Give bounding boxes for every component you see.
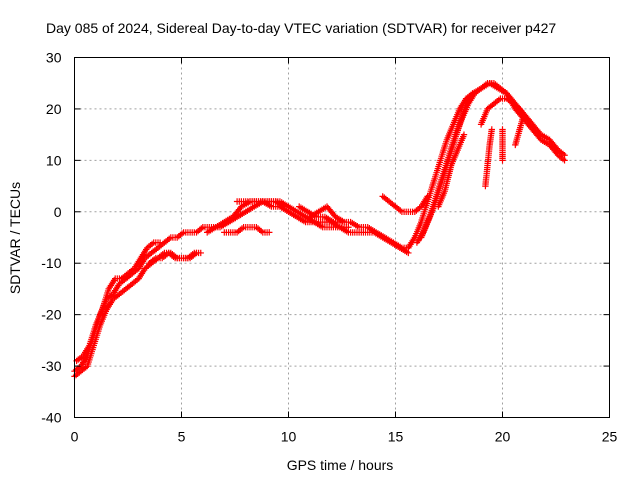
y-tick-label: 0	[54, 204, 62, 220]
axis-ticks: 0 5 10 15 20 25 -40 -30 -20 -10 0 10 20 30	[41, 50, 617, 445]
y-tick-label: 20	[46, 101, 62, 117]
series-track-i	[296, 203, 412, 251]
series-track-q	[482, 126, 495, 190]
series-track-r	[499, 126, 506, 164]
series-track-n	[418, 90, 476, 241]
y-tick-label: -40	[41, 410, 61, 426]
x-tick-label: 15	[388, 429, 404, 445]
x-axis-label: GPS time / hours	[287, 457, 394, 473]
data-point-markers	[73, 239, 164, 365]
y-tick-label: 10	[46, 152, 62, 168]
x-tick-label: 0	[71, 429, 79, 445]
data-point-markers	[418, 90, 476, 241]
data-point-markers	[499, 126, 506, 164]
data-point-markers	[221, 224, 273, 236]
series-track-c	[73, 239, 164, 365]
data-marks	[71, 80, 568, 380]
series-track-e	[199, 198, 412, 257]
data-point-markers	[306, 203, 348, 226]
grid	[74, 57, 610, 418]
x-tick-label: 25	[602, 429, 618, 445]
y-tick-label: -30	[41, 358, 61, 374]
series-track-o	[435, 131, 468, 210]
series-track-g	[221, 224, 273, 236]
y-axis-label: SDTVAR / TECUs	[7, 182, 23, 294]
series-track-h	[233, 198, 352, 231]
series-track-j	[306, 203, 348, 226]
chart-title: Day 085 of 2024, Sidereal Day-to-day VTE…	[46, 20, 556, 36]
series-track-s	[512, 110, 528, 149]
x-tick-label: 10	[281, 429, 297, 445]
x-tick-label: 5	[178, 429, 186, 445]
plot-frame	[74, 57, 610, 418]
y-tick-label: -20	[41, 307, 61, 323]
data-point-markers	[482, 126, 495, 190]
series-track-d	[146, 249, 204, 267]
y-tick-label: 30	[46, 50, 62, 66]
data-point-markers	[512, 110, 528, 149]
data-point-markers	[233, 198, 352, 231]
data-point-markers	[199, 198, 412, 257]
x-tick-label: 20	[495, 429, 511, 445]
data-point-markers	[296, 203, 412, 251]
data-point-markers	[146, 249, 204, 267]
data-point-markers	[435, 131, 468, 210]
y-tick-label: -10	[41, 255, 61, 271]
